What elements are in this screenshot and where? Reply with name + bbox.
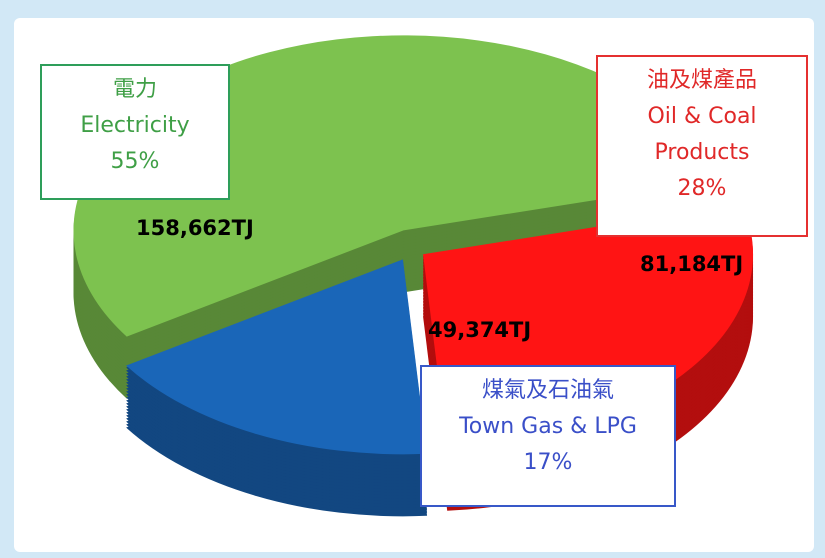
percent-label: 17% [523, 450, 573, 475]
slice-label-box: 煤氣及石油氣 Town Gas & LPG 17% [420, 365, 676, 507]
percent-label: 55% [110, 149, 160, 174]
pie-slice [126, 259, 428, 455]
slice-label-box: 電力 Electricity 55% [40, 64, 230, 200]
pie-slice [73, 35, 723, 337]
label-zh: 電力 [112, 77, 157, 102]
percent-label: 28% [677, 176, 727, 201]
label-zh: 油及煤產品 [646, 68, 757, 93]
label-en: Town Gas & LPG [459, 414, 637, 439]
label-en: Oil & Coal Products [647, 104, 757, 165]
energy-label: 49,374TJ [428, 318, 532, 342]
label-en: Electricity [80, 113, 190, 138]
energy-label: 158,662TJ [136, 216, 254, 240]
energy-label: 81,184TJ [640, 252, 744, 276]
slice-label-box: 油及煤產品 Oil & Coal Products 28% [596, 55, 808, 237]
label-zh: 煤氣及石油氣 [481, 378, 614, 403]
